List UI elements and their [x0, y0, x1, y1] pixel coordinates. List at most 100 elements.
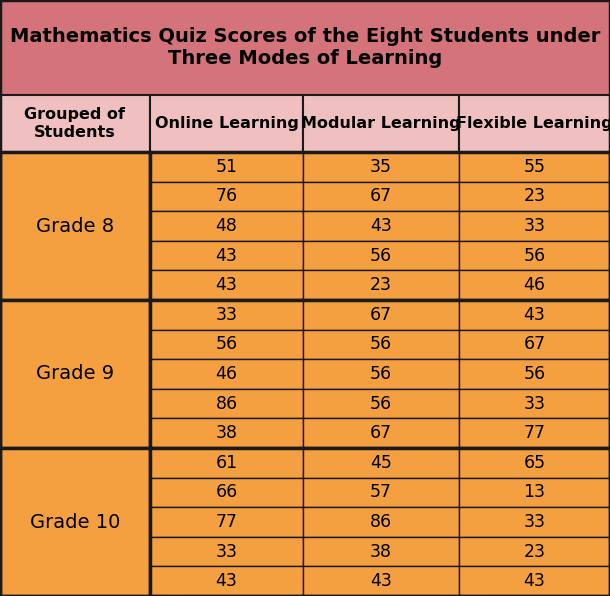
Bar — [303, 389, 459, 418]
Text: 33: 33 — [215, 542, 237, 561]
Bar — [0, 152, 150, 300]
Bar — [459, 241, 610, 271]
Bar — [303, 152, 459, 182]
Bar — [459, 359, 610, 389]
Bar — [150, 507, 303, 537]
Bar — [459, 330, 610, 359]
Text: 33: 33 — [523, 395, 545, 412]
Bar — [150, 448, 610, 596]
Text: 56: 56 — [370, 247, 392, 265]
Text: 86: 86 — [215, 395, 237, 412]
Text: 86: 86 — [370, 513, 392, 531]
Text: 43: 43 — [215, 276, 237, 294]
Bar — [150, 448, 303, 477]
Text: 56: 56 — [370, 395, 392, 412]
Bar — [459, 95, 610, 152]
Bar — [459, 152, 610, 182]
Text: 43: 43 — [370, 572, 392, 590]
Text: 45: 45 — [370, 454, 392, 472]
Bar — [0, 95, 150, 152]
Text: Grade 8: Grade 8 — [36, 216, 114, 235]
Bar — [303, 211, 459, 241]
Bar — [303, 300, 459, 330]
Text: Grade 10: Grade 10 — [30, 513, 120, 532]
Text: 51: 51 — [215, 158, 237, 176]
Bar — [459, 566, 610, 596]
Text: 67: 67 — [523, 336, 545, 353]
Bar — [150, 566, 303, 596]
Bar — [303, 418, 459, 448]
Text: 56: 56 — [215, 336, 237, 353]
Bar — [150, 330, 303, 359]
Bar — [303, 359, 459, 389]
Bar — [150, 418, 303, 448]
Bar — [459, 182, 610, 211]
Bar — [303, 330, 459, 359]
Text: 56: 56 — [370, 365, 392, 383]
Bar — [303, 182, 459, 211]
Bar — [459, 211, 610, 241]
Bar — [459, 477, 610, 507]
Text: 33: 33 — [523, 217, 545, 235]
Bar — [150, 152, 303, 182]
Text: Online Learning: Online Learning — [154, 116, 298, 131]
Text: 46: 46 — [523, 276, 545, 294]
Text: 76: 76 — [215, 187, 237, 206]
Text: 43: 43 — [215, 247, 237, 265]
Text: Grouped of
Students: Grouped of Students — [24, 107, 126, 139]
Text: 56: 56 — [523, 365, 545, 383]
Bar — [150, 271, 303, 300]
Text: Modular Learning: Modular Learning — [301, 116, 461, 131]
Bar — [303, 537, 459, 566]
Bar — [459, 389, 610, 418]
Text: Flexible Learning: Flexible Learning — [456, 116, 610, 131]
Text: 43: 43 — [523, 572, 545, 590]
Bar — [150, 241, 303, 271]
Text: 35: 35 — [370, 158, 392, 176]
Bar — [0, 448, 150, 596]
Bar — [459, 300, 610, 330]
Bar — [303, 95, 459, 152]
Text: 77: 77 — [523, 424, 545, 442]
Bar — [150, 359, 303, 389]
Text: 67: 67 — [370, 187, 392, 206]
Text: Grade 9: Grade 9 — [36, 365, 114, 383]
Text: 65: 65 — [523, 454, 545, 472]
Text: 43: 43 — [370, 217, 392, 235]
Text: 43: 43 — [523, 306, 545, 324]
Bar — [459, 507, 610, 537]
Text: 46: 46 — [215, 365, 237, 383]
Bar — [459, 271, 610, 300]
Text: 38: 38 — [370, 542, 392, 561]
Text: 23: 23 — [523, 542, 545, 561]
Text: 43: 43 — [215, 572, 237, 590]
Bar — [459, 537, 610, 566]
Bar — [150, 152, 610, 300]
Text: 67: 67 — [370, 424, 392, 442]
Bar — [150, 300, 303, 330]
Text: 48: 48 — [215, 217, 237, 235]
Bar — [303, 566, 459, 596]
Text: 38: 38 — [215, 424, 237, 442]
Text: 33: 33 — [523, 513, 545, 531]
Bar — [150, 537, 303, 566]
Text: 13: 13 — [523, 483, 545, 501]
Text: 77: 77 — [215, 513, 237, 531]
Bar — [150, 300, 610, 448]
Bar — [459, 418, 610, 448]
Text: 33: 33 — [215, 306, 237, 324]
Bar — [303, 477, 459, 507]
Bar — [303, 271, 459, 300]
Text: 57: 57 — [370, 483, 392, 501]
Text: 66: 66 — [215, 483, 238, 501]
Text: 23: 23 — [370, 276, 392, 294]
Bar — [0, 0, 610, 95]
Bar — [0, 300, 150, 448]
Text: 67: 67 — [370, 306, 392, 324]
Bar — [150, 182, 303, 211]
Text: Mathematics Quiz Scores of the Eight Students under
Three Modes of Learning: Mathematics Quiz Scores of the Eight Stu… — [10, 27, 600, 68]
Text: 56: 56 — [370, 336, 392, 353]
Bar — [150, 477, 303, 507]
Bar — [150, 211, 303, 241]
Bar — [303, 241, 459, 271]
